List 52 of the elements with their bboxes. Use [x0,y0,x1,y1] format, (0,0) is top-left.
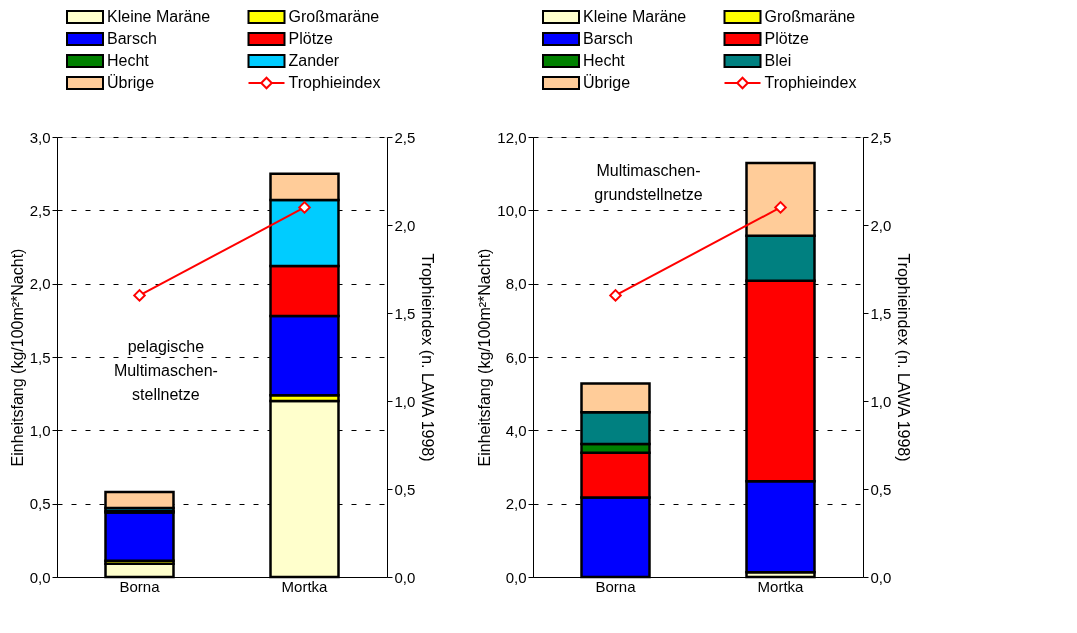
x-tick-label: Mortka [281,577,329,595]
y2-tick-label: 2,0 [870,216,892,234]
legend-label: Kleine Maräne [583,8,687,25]
y-axis-title: Einheitsfang (kg/100m²*Nacht) [8,248,26,467]
y-tick-label: 4,0 [505,421,527,439]
y-tick-label: 8,0 [505,275,527,293]
legend-label: Trophieindex [764,74,857,91]
legend-label: Blei [764,52,792,69]
x-tick-label: Borna [119,577,161,595]
y-tick-label: 0,5 [29,495,51,513]
legend-label: Großmaräne [764,8,856,25]
y-tick-label: 10,0 [497,201,527,219]
legend-label: Plötze [764,30,810,47]
y-tick-label: 6,0 [505,348,527,366]
y2-tick-label: 1,5 [870,304,892,322]
y2-tick-label: 1,0 [870,392,892,410]
y2-axis-title: Trophieindex (n. LAWA 1998) [419,253,437,462]
y2-tick-label: 0,0 [870,568,892,586]
legend-label: Übrige [583,74,631,91]
legend-label: Barsch [583,30,633,47]
y-tick-label: 3,0 [29,128,51,146]
legend-label: Hecht [583,52,626,69]
legend-label: Hecht [107,52,150,69]
y-tick-label: 12,0 [497,128,527,146]
x-tick-label: Mortka [757,577,805,595]
y2-tick-label: 2,5 [394,128,416,146]
x-tick-label: Borna [595,577,637,595]
annotation: Multimaschen- grundstellnetze [594,162,703,204]
annotation: pelagische Multimaschen- stellnetze [113,338,218,404]
y-tick-label: 2,5 [29,201,51,219]
y-tick-label: 2,0 [505,495,527,513]
y-tick-label: 0,0 [505,568,527,586]
y2-tick-label: 2,5 [870,128,892,146]
y2-tick-label: 2,0 [394,216,416,234]
y2-tick-label: 1,5 [394,304,416,322]
y2-tick-label: 1,0 [394,392,416,410]
y2-tick-label: 0,0 [394,568,416,586]
legend-label: Plötze [288,30,334,47]
legend-label: Kleine Maräne [107,8,211,25]
y-axis-title: Einheitsfang (kg/100m²*Nacht) [476,248,494,467]
y2-axis-title: Trophieindex (n. LAWA 1998) [895,253,913,462]
legend-label: Trophieindex [288,74,381,91]
legend-label: Übrige [107,74,155,91]
y-tick-label: 0,0 [29,568,51,586]
legend-label: Zander [288,52,340,69]
y-tick-label: 2,0 [29,275,51,293]
y2-tick-label: 0,5 [394,480,416,498]
y-tick-label: 1,0 [29,421,51,439]
legend-label: Barsch [107,30,157,47]
y-tick-label: 1,5 [29,348,51,366]
legend-label: Großmaräne [288,8,380,25]
y2-tick-label: 0,5 [870,480,892,498]
